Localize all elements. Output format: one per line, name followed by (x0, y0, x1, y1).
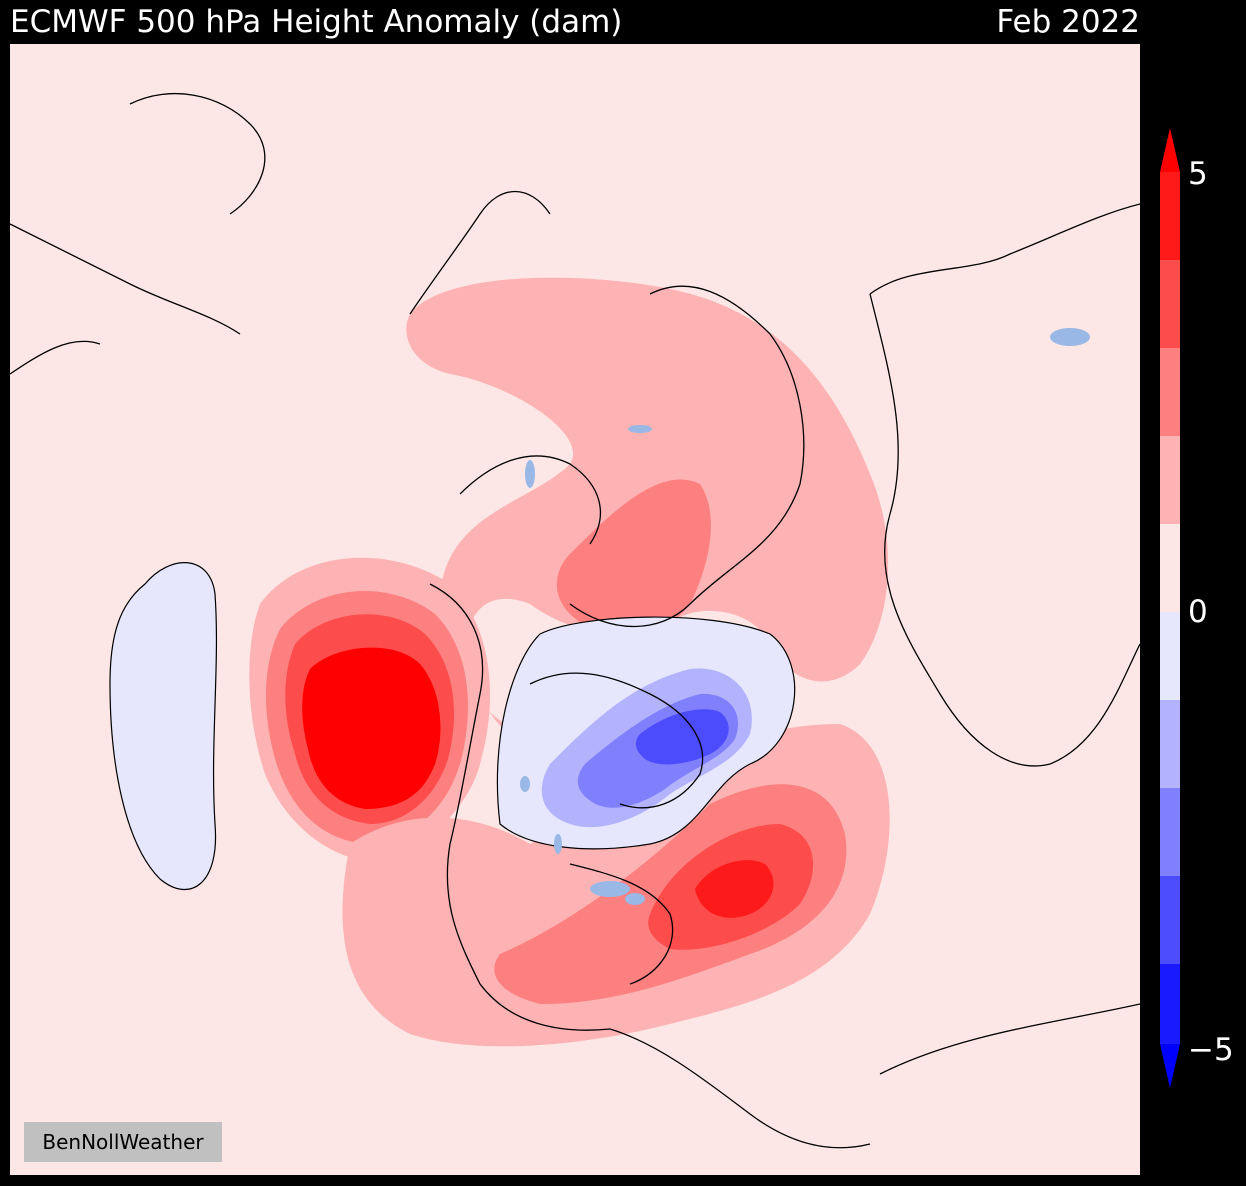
colorbar-band-neg2 (1160, 700, 1180, 788)
colorbar-band-5 (1160, 172, 1180, 260)
colorbar (1160, 128, 1180, 1088)
map-date: Feb 2022 (996, 4, 1140, 40)
pacific-ridge-4 (302, 647, 441, 809)
europe-ridge-2 (556, 479, 711, 636)
colorbar-band-1 (1160, 524, 1180, 612)
colorbar-band-3 (1160, 348, 1180, 436)
colorbar-band-neg3 (1160, 788, 1180, 876)
colorbar-mid-label: 0 (1188, 594, 1208, 630)
arctic-trough-3 (635, 709, 729, 765)
pacific-trough (109, 562, 218, 890)
colorbar-band-neg1 (1160, 612, 1180, 700)
lakes (520, 328, 1090, 905)
negative-anomaly-fields (109, 562, 796, 890)
map-title: ECMWF 500 hPa Height Anomaly (dam) (10, 4, 623, 40)
colorbar-band-2 (1160, 436, 1180, 524)
colorbar-band-4 (1160, 260, 1180, 348)
colorbar-band-neg5 (1160, 964, 1180, 1044)
map-panel[interactable] (10, 44, 1140, 1175)
coastlines (10, 92, 1140, 1149)
anomaly-map (10, 92, 1140, 1149)
colorbar-max-label: 5 (1188, 156, 1208, 192)
positive-anomaly-fields (249, 277, 890, 1047)
us-ridge-4 (695, 860, 774, 918)
colorbar-min-label: −5 (1188, 1032, 1234, 1068)
colorbar-min-arrow (1160, 1044, 1180, 1088)
credit-label: BenNollWeather (24, 1122, 222, 1162)
colorbar-band-neg4 (1160, 876, 1180, 964)
colorbar-max-arrow (1160, 128, 1180, 172)
